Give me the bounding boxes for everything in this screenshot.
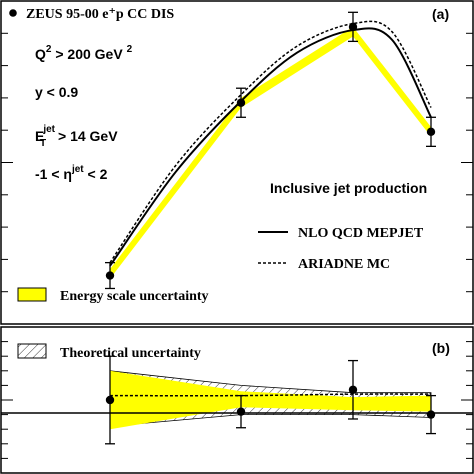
data-point xyxy=(426,394,436,435)
data-point xyxy=(236,394,246,429)
data-point xyxy=(105,355,115,445)
panel-a-frame xyxy=(0,0,474,325)
panel-a-label: (a) xyxy=(432,6,449,22)
legend-energy-swatch xyxy=(17,287,47,302)
data-point xyxy=(426,116,436,148)
data-marker xyxy=(348,385,358,394)
data-marker xyxy=(236,98,246,107)
data-marker xyxy=(236,407,246,416)
chart-title: ZEUS 95-00 e⁺p CC DIS xyxy=(26,7,174,22)
legend-data-marker xyxy=(9,9,17,17)
ariadne-curve xyxy=(109,393,432,397)
panel-a: ZEUS 95-00 e⁺p CC DIS (a) Q2 > 200 GeV 2… xyxy=(0,0,474,325)
energy-scale-band xyxy=(110,370,431,430)
panel-b: Theoretical uncertainty (b) xyxy=(0,326,474,474)
panel-b-data-points xyxy=(105,355,436,445)
panel-a-ticks xyxy=(1,32,473,293)
data-marker xyxy=(426,410,436,419)
panel-a-curves xyxy=(109,20,432,267)
ariadne-curve xyxy=(109,20,432,264)
data-marker xyxy=(105,395,115,405)
data-point xyxy=(348,359,358,420)
data-marker xyxy=(426,127,436,137)
panel-b-energy-band xyxy=(110,370,431,430)
data-point xyxy=(105,261,115,290)
nlo-qcd-curve xyxy=(109,27,432,267)
panel-b-ticks xyxy=(1,341,473,459)
panel-a-data-points xyxy=(105,11,436,290)
panel-b-label: (b) xyxy=(432,340,450,356)
data-point xyxy=(236,87,246,118)
cut-q2: Q2 > 200 GeV 2 xyxy=(35,44,133,62)
legend-ariadne-label: ARIADNE MC xyxy=(298,257,390,272)
legend-nlo-label: NLO QCD MEPJET xyxy=(298,226,424,241)
chart-subtitle: Inclusive jet production xyxy=(270,180,427,196)
cut-et: Ejet T > 14 GeV xyxy=(35,124,118,149)
panel-b-curves xyxy=(109,393,432,397)
cut-eta: -1 < ηjet < 2 xyxy=(35,164,108,182)
data-marker xyxy=(105,271,115,280)
data-marker xyxy=(348,22,358,32)
data-point xyxy=(348,11,358,43)
cut-y: y < 0.9 xyxy=(35,84,78,100)
legend-theory-label: Theoretical uncertainty xyxy=(60,346,201,361)
legend-theory-swatch xyxy=(17,343,47,359)
legend-energy-label: Energy scale uncertainty xyxy=(60,289,209,304)
